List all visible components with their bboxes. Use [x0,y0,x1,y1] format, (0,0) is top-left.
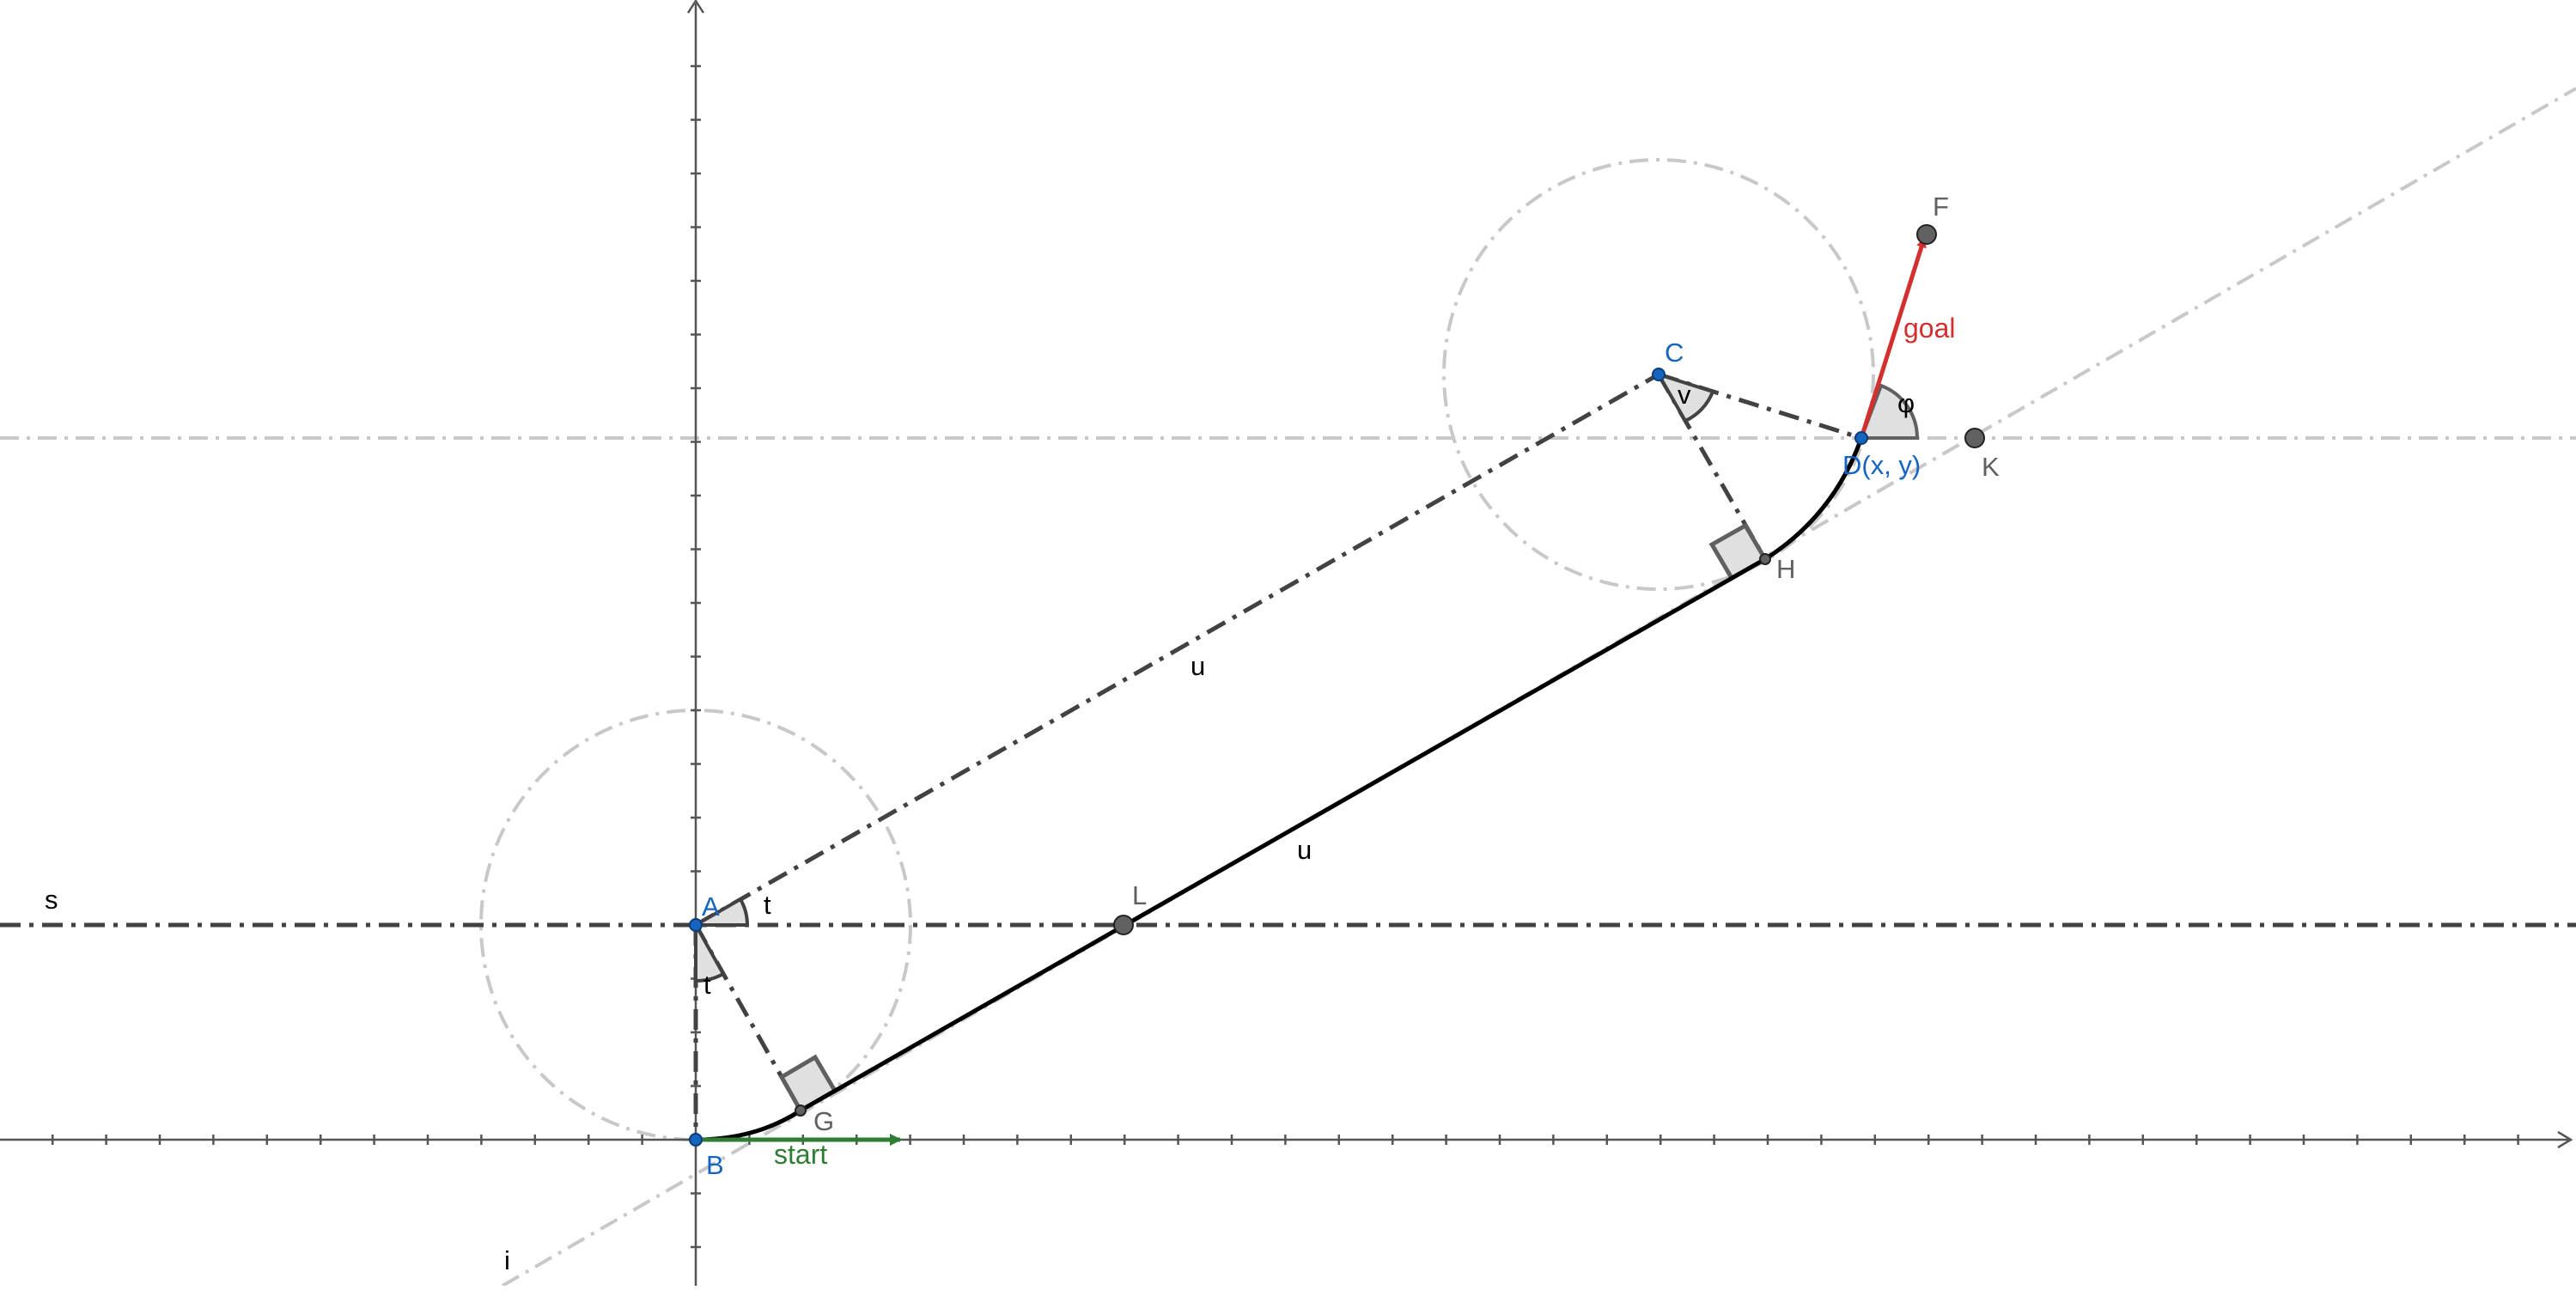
x-axis [0,1130,2573,1149]
label-line-i: i [504,1245,510,1275]
point-k[interactable] [1964,428,1985,448]
line-i [501,87,2576,1287]
path-arc-h-d [1763,437,1864,562]
point-g[interactable] [795,1104,807,1117]
label-b: B [706,1150,724,1180]
label-segment-u-lower: u [1297,835,1312,865]
label-vector-start: start [774,1139,827,1170]
label-k: K [1982,452,2000,482]
label-line-s: s [45,885,58,915]
label-segment-u-upper: u [1191,651,1205,681]
label-angle-phi: φ [1897,388,1915,418]
point-d[interactable] [1854,431,1868,445]
label-c: C [1665,338,1684,368]
label-vector-goal: goal [1903,313,1956,344]
point-f[interactable] [1916,224,1937,245]
angle-t-top [689,897,750,927]
point-a[interactable] [689,918,703,932]
label-l: L [1132,880,1147,910]
label-d: D(x, y) [1842,450,1921,480]
right-angle-g [778,1054,838,1114]
label-f: F [1933,192,1949,222]
segment-u-lower [799,557,1767,1113]
label-g: G [813,1106,834,1136]
angle-v [1654,371,1715,423]
label-angle-t-top: t [764,890,771,920]
segment-c-d [1658,372,1862,441]
right-angle-h [1708,522,1769,581]
angle-t-bottom [694,918,726,983]
point-c[interactable] [1652,368,1666,381]
label-h: H [1776,554,1795,584]
angle-phi [1859,383,1920,440]
label-angle-v: v [1678,380,1691,410]
y-axis [686,0,705,1286]
point-h[interactable] [1759,553,1771,565]
path-arc-b-g [695,1108,802,1142]
point-l[interactable] [1113,915,1134,935]
label-a: A [702,891,720,922]
segment-u-upper [694,372,1660,928]
label-angle-t-bottom: t [703,970,711,1000]
helper-circle-c [1442,158,1875,591]
point-b[interactable] [689,1133,703,1147]
vector-goal [1859,237,1927,439]
